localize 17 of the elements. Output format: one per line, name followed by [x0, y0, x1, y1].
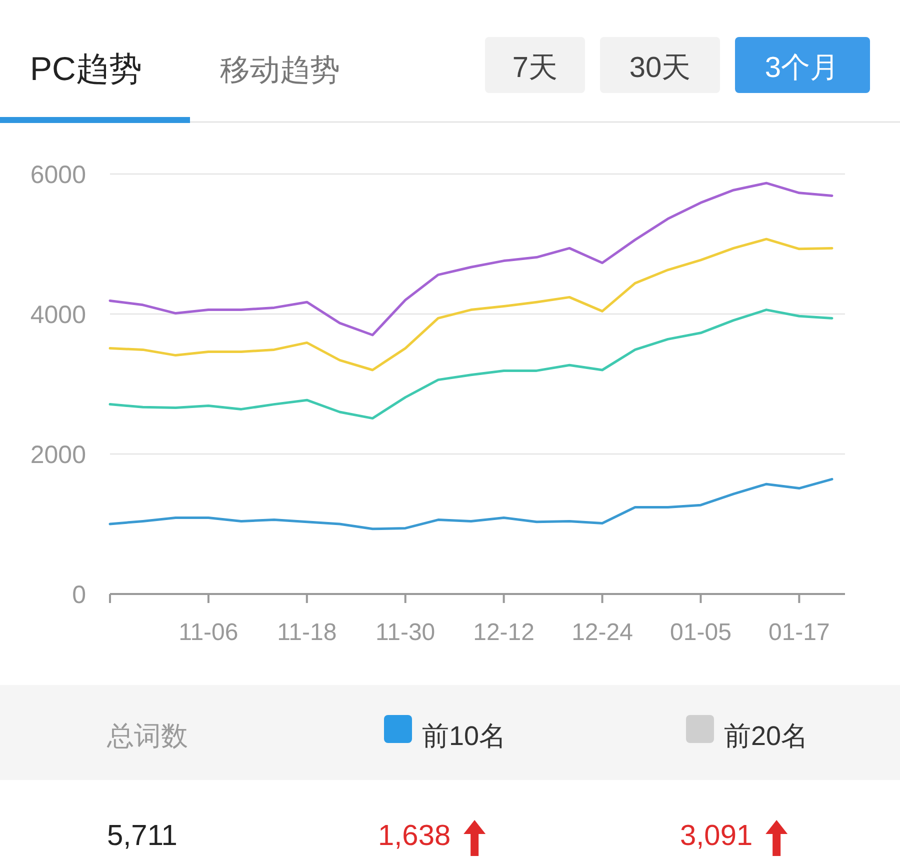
- x-tick-label: 11-18: [277, 619, 337, 646]
- y-tick-label: 2000: [30, 441, 86, 469]
- y-tick-label: 6000: [30, 161, 86, 189]
- x-tick-label: 01-17: [768, 619, 830, 646]
- x-tick-label: 01-05: [670, 619, 732, 646]
- x-tick-label: 11-06: [178, 619, 238, 646]
- x-tick-label: 11-30: [376, 619, 436, 646]
- text: 1,638: [378, 820, 451, 852]
- y-tick-label: 4000: [30, 301, 86, 329]
- text: 3,091: [680, 820, 753, 852]
- category-label: 总词数: [106, 721, 188, 751]
- category-label: 前10名: [422, 721, 506, 751]
- category-label: 前20名: [724, 721, 808, 751]
- x-tick-label: 12-12: [473, 619, 535, 646]
- text: 5,711: [107, 820, 178, 852]
- x-tick-label: 12-24: [572, 619, 633, 646]
- y-tick-label: 0: [72, 581, 86, 609]
